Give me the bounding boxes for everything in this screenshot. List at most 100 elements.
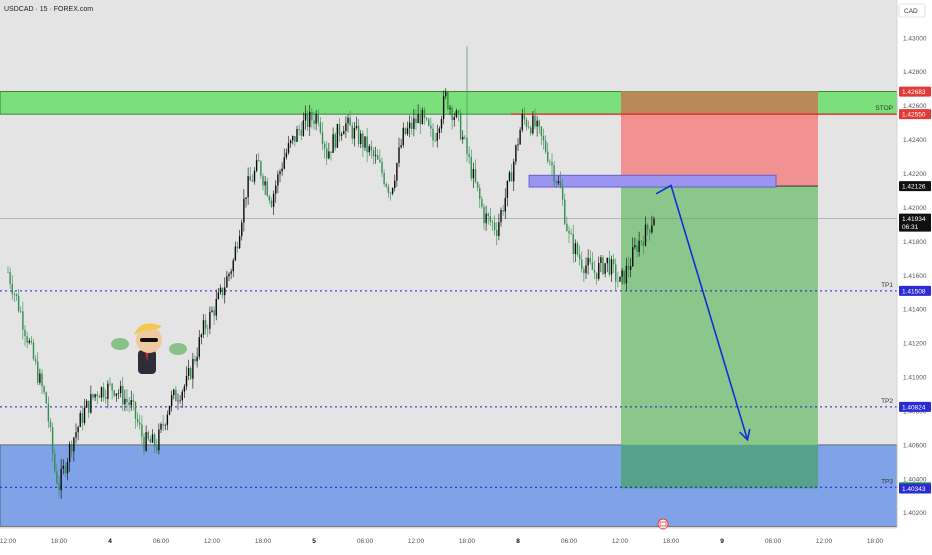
candle-body <box>149 439 152 443</box>
price-label-text: 1.42683 <box>902 89 926 96</box>
candle-body <box>370 146 373 151</box>
candle <box>219 284 222 295</box>
candle-body <box>644 224 647 246</box>
candle <box>372 147 375 165</box>
candle-body <box>381 162 383 174</box>
candle <box>85 399 88 409</box>
y-tick-label: 1.41800 <box>903 239 927 246</box>
candle <box>145 425 147 453</box>
candle-body <box>491 221 494 223</box>
candle-body <box>204 320 207 329</box>
candle <box>170 390 173 412</box>
candle <box>615 258 617 292</box>
candle <box>413 109 415 137</box>
candle-body <box>589 257 591 263</box>
candle <box>164 423 166 431</box>
candle <box>568 226 570 243</box>
candle-body <box>58 483 60 491</box>
candle-body <box>51 427 54 454</box>
candle <box>15 293 18 301</box>
candle <box>530 125 532 137</box>
candle-body <box>9 272 11 284</box>
take-profit-area[interactable] <box>621 186 818 489</box>
candle-body <box>347 117 349 124</box>
currency-badge[interactable]: CAD <box>898 3 926 18</box>
candle-body <box>119 385 122 394</box>
candle <box>417 104 419 124</box>
candle <box>77 425 79 441</box>
candle <box>576 240 579 257</box>
candle-body <box>602 257 604 274</box>
candle-body <box>230 271 232 274</box>
candle-body <box>653 218 655 226</box>
candle-body <box>476 181 479 188</box>
candle <box>100 386 103 402</box>
candle <box>581 251 583 273</box>
candle <box>453 112 455 127</box>
candle <box>298 124 300 136</box>
candle <box>345 116 347 138</box>
candle <box>351 122 353 144</box>
price-axis-label: 1.42126 <box>899 181 931 192</box>
candle <box>296 125 298 143</box>
candle <box>379 149 381 164</box>
projection-arrow[interactable] <box>655 184 749 441</box>
candle-body <box>649 229 651 233</box>
candle <box>470 149 472 182</box>
candle-body <box>130 400 132 406</box>
candle-body <box>224 287 226 296</box>
candle <box>9 267 11 290</box>
price-label-box <box>899 483 931 494</box>
candle <box>428 117 430 127</box>
candle <box>547 142 549 164</box>
candle-body <box>640 240 642 242</box>
price-label-box <box>899 86 931 97</box>
candle-body <box>275 185 277 194</box>
candle-body <box>247 176 249 198</box>
candle <box>309 104 311 136</box>
candle-body <box>60 468 62 491</box>
candle-body <box>90 394 92 413</box>
event-marker-icon[interactable] <box>657 518 669 530</box>
candle <box>238 229 241 250</box>
candle <box>347 114 349 133</box>
candle <box>355 116 358 131</box>
candle <box>73 436 75 462</box>
candle <box>126 389 128 412</box>
candle-body <box>549 161 551 163</box>
candle-body <box>134 401 137 419</box>
imbalance-box[interactable] <box>528 174 777 188</box>
candle <box>612 253 615 274</box>
candle <box>476 181 479 192</box>
candle-body <box>530 127 532 134</box>
candle-body <box>485 213 487 224</box>
candle <box>213 306 215 326</box>
price-axis-label: 1.40824 <box>899 401 931 412</box>
candle-body <box>262 175 264 186</box>
candle-body <box>619 276 621 282</box>
candle <box>56 463 58 485</box>
candle-body <box>323 143 326 149</box>
candle <box>262 173 264 191</box>
y-tick-label: 1.41600 <box>903 273 927 280</box>
candle <box>130 390 132 411</box>
candle-body <box>447 91 449 110</box>
candle <box>638 231 640 257</box>
price-label-text: 1.41934 <box>902 216 926 223</box>
candle <box>621 268 623 285</box>
candle <box>90 385 92 415</box>
candle <box>485 205 487 231</box>
candle-body <box>400 145 402 148</box>
candle <box>489 207 492 227</box>
candle-body <box>357 125 360 145</box>
candle-body <box>349 117 351 126</box>
candle-body <box>279 171 281 175</box>
candle <box>362 130 364 158</box>
candle <box>260 160 262 180</box>
candle-body <box>202 320 205 335</box>
candle <box>149 435 152 443</box>
arrow-head <box>739 428 751 442</box>
candle-body <box>117 393 120 394</box>
